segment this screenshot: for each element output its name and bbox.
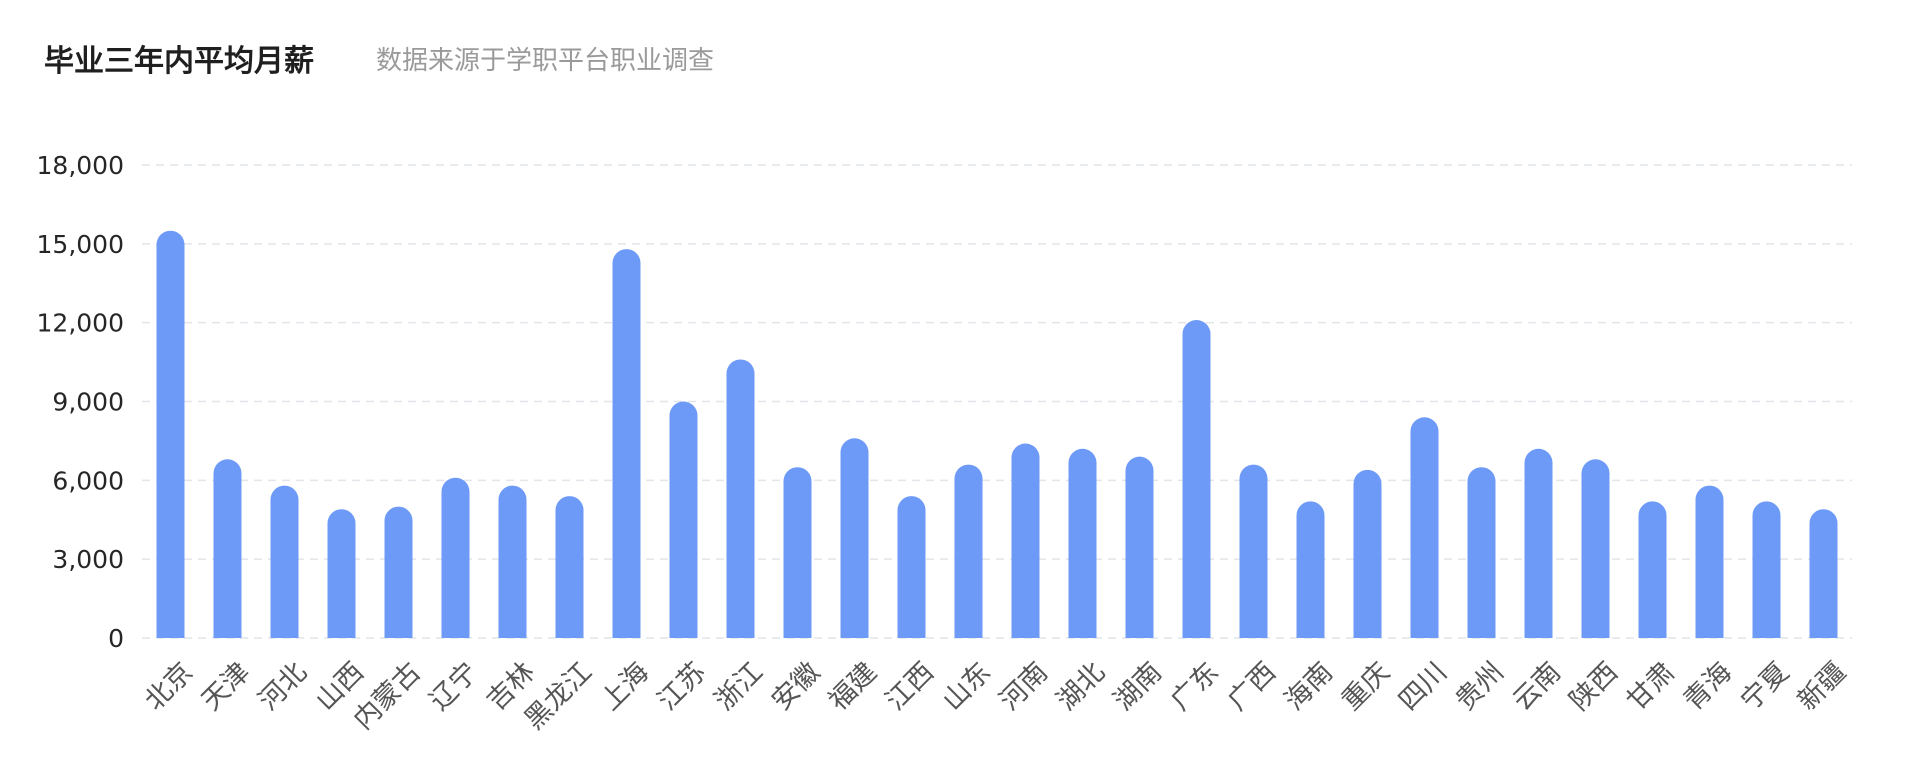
- bar[interactable]: [954, 464, 983, 652]
- bar[interactable]: [783, 467, 812, 652]
- bar[interactable]: [726, 359, 755, 652]
- bar[interactable]: [669, 401, 698, 653]
- bar[interactable]: [840, 438, 869, 652]
- y-tick-label: 9,000: [52, 388, 124, 417]
- bar[interactable]: [327, 509, 356, 652]
- x-tick-label: 福建: [823, 657, 883, 717]
- bar[interactable]: [156, 230, 185, 652]
- bar[interactable]: [612, 249, 641, 652]
- bar[interactable]: [1467, 467, 1496, 652]
- bar[interactable]: [1125, 456, 1154, 652]
- bar[interactable]: [555, 496, 584, 652]
- chart-subtitle: 数据来源于学职平台职业调查: [376, 46, 715, 76]
- bar[interactable]: [1239, 464, 1268, 652]
- x-tick-label: 新疆: [1792, 657, 1852, 717]
- x-tick-label: 山东: [937, 657, 997, 717]
- bar[interactable]: [897, 496, 926, 652]
- x-tick-label: 宁夏: [1735, 657, 1795, 717]
- bar[interactable]: [1524, 448, 1553, 652]
- bar[interactable]: [1581, 459, 1610, 652]
- y-tick-label: 6,000: [52, 466, 124, 495]
- bar[interactable]: [1410, 417, 1439, 652]
- y-tick-label: 15,000: [37, 230, 124, 259]
- bar[interactable]: [270, 485, 299, 652]
- x-tick-label: 广西: [1222, 657, 1282, 717]
- bar[interactable]: [1011, 443, 1040, 652]
- y-tick-label: 18,000: [37, 151, 124, 180]
- x-tick-label: 甘肃: [1621, 657, 1681, 717]
- x-tick-label: 广东: [1165, 657, 1225, 717]
- grid-lines: [142, 164, 1852, 639]
- bar[interactable]: [1182, 320, 1211, 652]
- y-axis-ticks: 0 3,000 6,000 9,000 12,000 15,000 18,000: [37, 151, 124, 653]
- bar[interactable]: [1638, 501, 1667, 652]
- y-tick-label: 12,000: [37, 309, 124, 338]
- x-tick-label: 河北: [253, 657, 313, 717]
- bars: [156, 230, 1838, 653]
- x-tick-label: 青海: [1678, 657, 1738, 717]
- x-tick-label: 上海: [595, 657, 655, 717]
- bar[interactable]: [1752, 501, 1781, 652]
- x-tick-label: 湖北: [1051, 657, 1111, 717]
- y-tick-label: 0: [108, 624, 124, 653]
- x-tick-label: 江西: [880, 657, 940, 717]
- x-tick-label: 河南: [994, 657, 1054, 717]
- x-tick-label: 天津: [196, 657, 256, 717]
- x-tick-label: 安徽: [766, 657, 826, 717]
- bar[interactable]: [213, 459, 242, 652]
- x-tick-label: 陕西: [1564, 657, 1624, 717]
- x-tick-label: 辽宁: [424, 657, 484, 717]
- x-tick-label: 海南: [1279, 657, 1339, 717]
- x-tick-label: 浙江: [709, 657, 769, 717]
- x-tick-label: 北京: [139, 657, 199, 717]
- bar[interactable]: [1296, 501, 1325, 652]
- chart-title: 毕业三年内平均月薪: [44, 44, 314, 79]
- bar[interactable]: [441, 477, 470, 652]
- bar[interactable]: [1353, 469, 1382, 652]
- x-tick-label: 重庆: [1336, 657, 1396, 717]
- bar[interactable]: [1809, 509, 1838, 652]
- y-tick-label: 3,000: [52, 545, 124, 574]
- bar[interactable]: [1695, 485, 1724, 652]
- bar[interactable]: [384, 506, 413, 652]
- x-tick-label: 云南: [1507, 657, 1567, 717]
- x-axis-labels: 北京天津河北山西内蒙古辽宁吉林黑龙江上海江苏浙江安徽福建江西山东河南湖北湖南广东…: [139, 657, 1852, 736]
- x-tick-label: 湖南: [1108, 657, 1168, 717]
- x-tick-label: 四川: [1393, 657, 1453, 717]
- x-tick-label: 江苏: [652, 657, 712, 717]
- bar[interactable]: [498, 485, 527, 652]
- bar[interactable]: [1068, 448, 1097, 652]
- x-tick-label: 贵州: [1450, 657, 1510, 717]
